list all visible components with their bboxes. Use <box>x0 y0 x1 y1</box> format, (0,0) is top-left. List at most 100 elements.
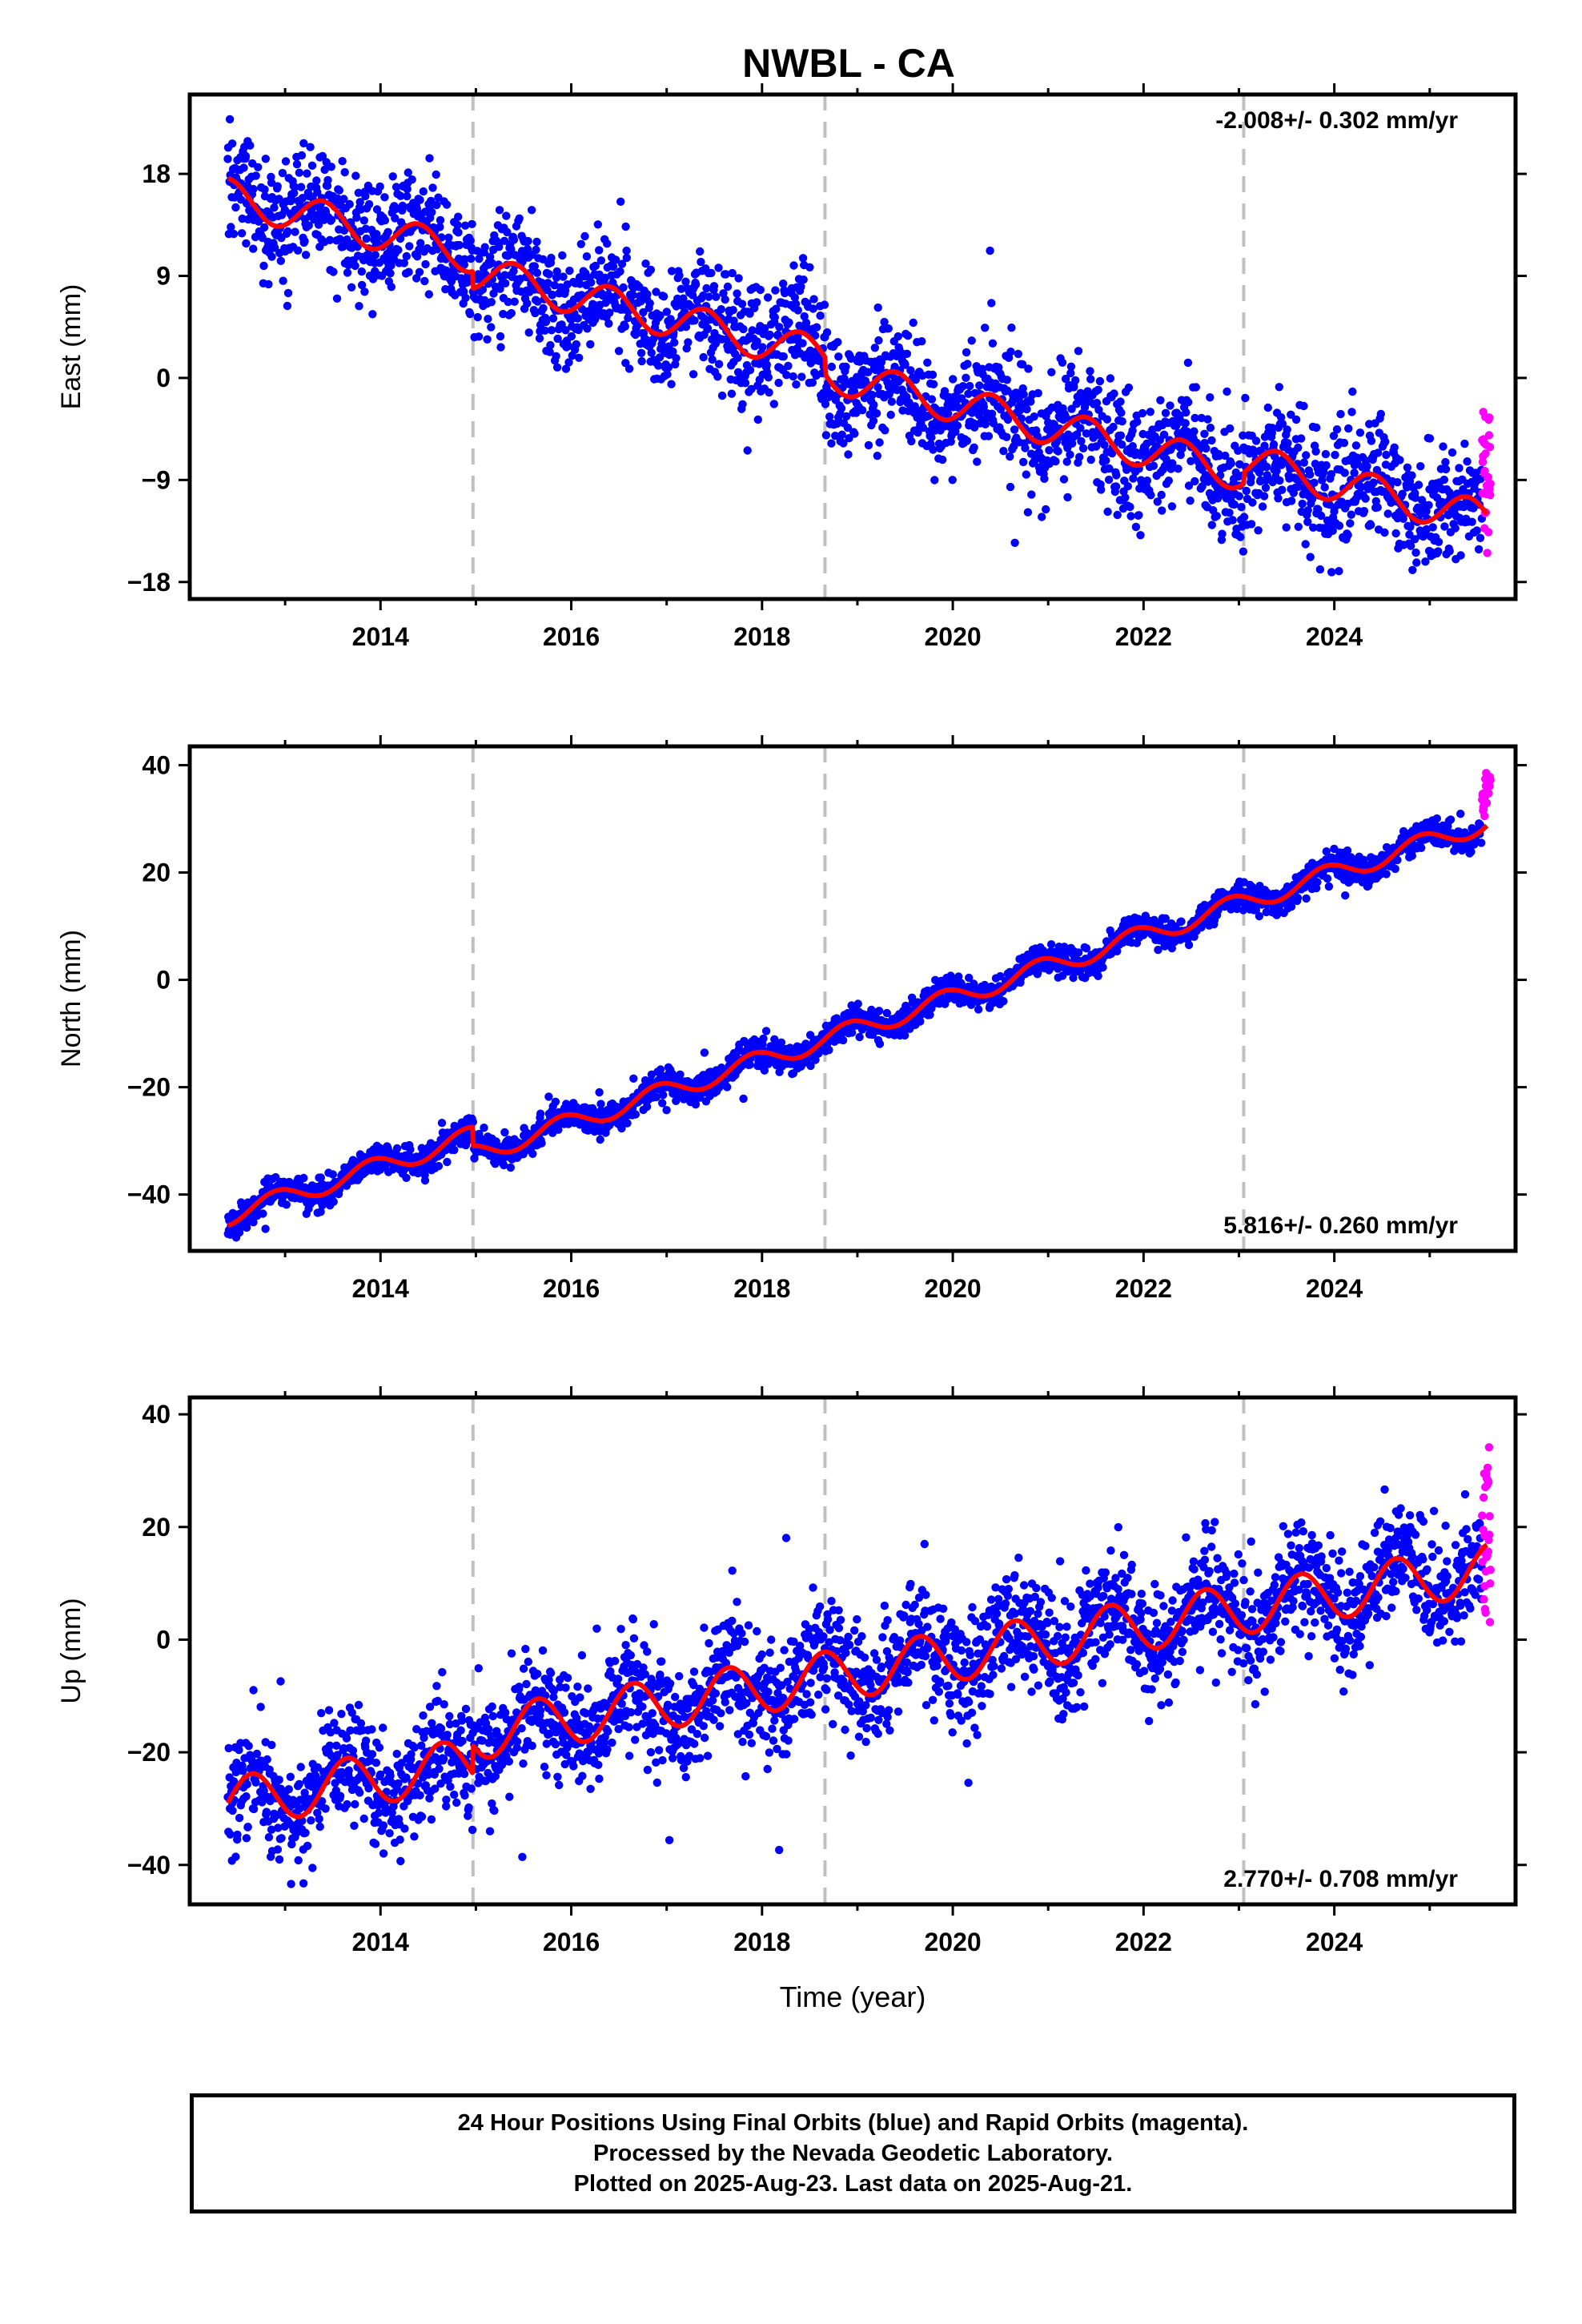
y-tick-label: −18 <box>127 568 171 597</box>
data-point-final <box>419 187 428 196</box>
data-point-final <box>970 443 978 452</box>
data-point-final <box>1278 420 1287 428</box>
data-point-final <box>371 251 379 259</box>
data-point-final <box>1441 457 1450 467</box>
data-point-final <box>790 293 799 302</box>
data-point-final <box>1200 429 1209 438</box>
data-point-final <box>1110 389 1118 398</box>
data-point-final <box>643 290 652 299</box>
data-point-final <box>860 393 869 403</box>
figure-title: NWBL - CA <box>742 41 955 86</box>
data-point-final <box>962 348 971 357</box>
data-point-final <box>254 163 263 171</box>
data-point-final <box>741 379 750 388</box>
data-point-final <box>847 1028 857 1037</box>
data-point-final <box>372 205 382 214</box>
x-tick-label: 2014 <box>352 622 409 651</box>
data-point-final <box>775 323 784 332</box>
data-point-final <box>864 440 873 450</box>
data-point-final <box>727 389 737 398</box>
data-point-final <box>656 1065 665 1074</box>
data-point-final <box>833 419 841 428</box>
data-point-final <box>1061 374 1070 384</box>
data-point-final <box>1347 510 1356 519</box>
data-point-final <box>1117 408 1126 417</box>
data-point-final <box>806 1061 815 1071</box>
data-point-final <box>1129 474 1138 483</box>
data-point-final <box>721 295 729 304</box>
data-point-final <box>821 431 831 440</box>
data-point-final <box>1107 448 1117 458</box>
data-point-final <box>966 381 974 391</box>
data-point-final <box>318 151 327 161</box>
data-point-final <box>1076 424 1085 432</box>
data-point-final <box>769 400 778 408</box>
data-point-final <box>1447 448 1457 457</box>
data-point-final <box>297 151 307 160</box>
data-point-final <box>264 279 273 289</box>
data-point-final <box>1373 448 1383 457</box>
data-point-final <box>380 216 390 225</box>
data-point-final <box>874 1007 884 1015</box>
data-point-final <box>239 163 248 172</box>
data-point-final <box>765 388 773 397</box>
data-point-final <box>652 1092 661 1102</box>
data-point-final <box>1017 414 1026 423</box>
data-point-final <box>662 1106 671 1115</box>
data-point-final <box>868 391 877 400</box>
data-point-final <box>260 185 269 194</box>
data-point-final <box>1451 524 1460 533</box>
data-point-final <box>487 298 496 307</box>
data-point-final <box>717 391 727 400</box>
data-point-final <box>403 191 412 201</box>
data-point-final <box>249 184 258 194</box>
data-point-final <box>1010 425 1019 434</box>
data-point-final <box>689 370 698 379</box>
data-point-final <box>460 221 470 230</box>
data-point-final <box>703 324 713 333</box>
data-point-final <box>1247 520 1256 529</box>
data-point-final <box>707 268 716 278</box>
data-point-final <box>404 168 412 177</box>
data-point-final <box>413 252 422 261</box>
data-point-final <box>642 1102 652 1112</box>
data-point-final <box>1382 450 1391 460</box>
data-point-final <box>1283 439 1292 448</box>
data-point-final <box>753 337 761 346</box>
data-point-final <box>323 175 332 185</box>
data-point-final <box>870 344 880 352</box>
data-point-final <box>1255 911 1264 921</box>
data-point-final <box>1434 547 1443 556</box>
data-point-final <box>681 322 691 332</box>
data-point-final <box>301 251 311 259</box>
x-tick-label: 2016 <box>543 622 600 651</box>
data-point-final <box>1445 547 1454 556</box>
data-point-final <box>1086 455 1095 464</box>
data-point-final <box>902 349 912 358</box>
data-point-final <box>278 168 287 178</box>
data-point-final <box>303 169 311 178</box>
data-point-final <box>1376 409 1386 419</box>
data-point-final <box>596 256 606 265</box>
data-point-final <box>1403 463 1412 472</box>
data-point-final <box>603 239 612 248</box>
data-point-final <box>808 378 817 387</box>
data-point-final <box>675 271 684 280</box>
data-point-final <box>1033 432 1042 440</box>
data-point-final <box>1184 481 1194 490</box>
data-point-final <box>906 366 915 375</box>
data-point-final <box>398 201 408 211</box>
data-point-final <box>1016 399 1025 408</box>
data-point-final <box>532 268 542 277</box>
data-point-final <box>1027 490 1036 499</box>
data-point-final <box>351 171 360 180</box>
data-point-final <box>311 82 319 90</box>
data-point-final <box>261 155 270 163</box>
data-point-final <box>611 255 620 264</box>
data-point-final <box>1116 397 1125 406</box>
data-point-final <box>1024 364 1033 373</box>
data-point-final <box>872 409 881 418</box>
data-point-final <box>347 283 356 292</box>
data-point-final <box>1412 558 1421 567</box>
data-point-final <box>629 1074 638 1084</box>
